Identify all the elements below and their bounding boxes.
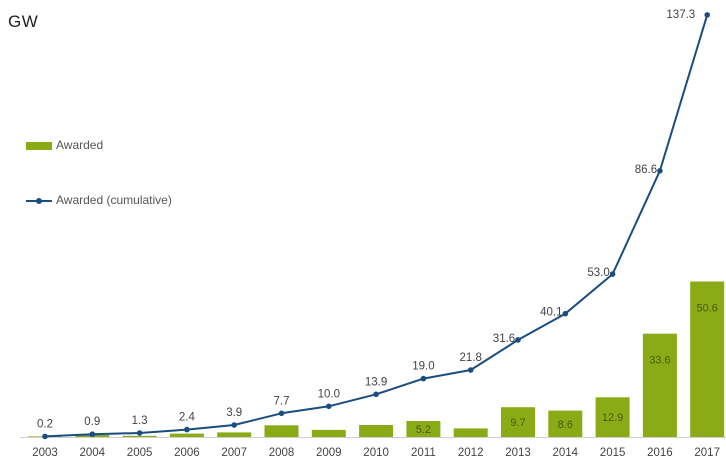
- line-point-2017: [704, 12, 710, 18]
- x-tick-label-2009: 2009: [316, 447, 342, 459]
- line-series-cumulative: [42, 12, 710, 440]
- legend-line-swatch-icon: [26, 197, 52, 205]
- bar-label-2014: 8.6: [558, 419, 573, 431]
- line-labels: 0.2 0.9 1.3 2.4 3.9 7.7 10.0 13.9 19.0 21.8 31.6 40…: [37, 9, 695, 430]
- x-axis-tick-labels: 2003 2004 2005 2006 2007 2008 2009 2010 2011 2012…: [32, 447, 720, 459]
- x-tick-label-2011: 2011: [411, 447, 436, 459]
- line-label-2004: 0.9: [84, 416, 100, 428]
- bar-2011: [406, 421, 441, 437]
- legend-item-cumulative: Awarded (cumulative): [26, 193, 172, 207]
- line-label-2012: 21.8: [460, 352, 482, 364]
- x-tick-label-2012: 2012: [458, 447, 484, 459]
- line-label-2006: 2.4: [179, 412, 196, 424]
- bar-label-2015: 12.9: [602, 412, 623, 424]
- bar-label-2013: 9.7: [510, 417, 525, 429]
- x-tick-label-2008: 2008: [269, 447, 295, 459]
- line-label-2017: 137.3: [666, 9, 695, 21]
- line-label-2016: 86.6: [635, 164, 657, 176]
- x-tick-label-2003: 2003: [32, 447, 58, 459]
- line-point-2006: [184, 426, 190, 433]
- bar-2007: [217, 432, 252, 437]
- legend-label-awarded: Awarded: [56, 138, 104, 152]
- bar-2009: [311, 429, 346, 437]
- line-point-2013: [515, 337, 521, 343]
- legend-label-cumulative: Awarded (cumulative): [56, 193, 172, 207]
- line-point-2004: [89, 431, 96, 438]
- bar-2005: [122, 435, 157, 437]
- line-label-2015: 53.0: [587, 267, 609, 279]
- line-label-2014: 40.1: [540, 307, 562, 319]
- line-label-2003: 0.2: [37, 418, 53, 430]
- bar-2017: [690, 281, 725, 437]
- x-tick-label-2004: 2004: [80, 447, 106, 459]
- bar-label-2011: 5.2: [416, 424, 431, 436]
- line-label-2005: 1.3: [132, 415, 148, 427]
- legend-item-awarded: Awarded: [26, 138, 103, 152]
- bar-2006: [169, 433, 204, 437]
- line-point-2003: [42, 433, 48, 440]
- bar-2010: [359, 425, 394, 437]
- x-tick-label-2016: 2016: [647, 447, 673, 459]
- line-point-2012: [467, 367, 474, 373]
- cumulative-line: [44, 14, 709, 438]
- line-point-2008: [278, 410, 285, 417]
- line-point-2014: [562, 310, 569, 317]
- line-label-2009: 10.0: [318, 388, 340, 400]
- line-point-2009: [326, 403, 332, 410]
- line-point-2005: [136, 430, 143, 436]
- x-tick-label-2010: 2010: [363, 447, 389, 459]
- bar-2013: [501, 407, 535, 437]
- x-tick-label-2006: 2006: [174, 447, 200, 459]
- line-label-2011: 19.0: [412, 361, 434, 373]
- bar-labels: 5.2 9.7 8.6 12.9 33.6 50.6: [416, 303, 718, 437]
- x-tick-label-2015: 2015: [600, 447, 626, 459]
- bar-2014: [548, 410, 583, 437]
- line-label-2013: 31.6: [493, 333, 515, 345]
- line-point-2015: [609, 271, 616, 277]
- bar-2008: [264, 425, 299, 437]
- line-point-2016: [657, 168, 663, 174]
- x-tick-label-2007: 2007: [221, 447, 247, 459]
- bar-label-2017: 50.6: [696, 303, 717, 315]
- x-tick-label-2017: 2017: [694, 447, 720, 459]
- line-point-2007: [231, 422, 237, 428]
- line-label-2010: 13.9: [365, 376, 387, 388]
- unit-label: GW: [8, 12, 39, 31]
- x-tick-label-2014: 2014: [553, 447, 579, 459]
- legend-bar-swatch-icon: [26, 141, 52, 150]
- x-tick-label-2005: 2005: [127, 447, 153, 459]
- line-label-2008: 7.7: [274, 395, 290, 407]
- x-tick-label-2013: 2013: [505, 447, 531, 459]
- bar-2015: [595, 397, 630, 437]
- line-point-2010: [373, 391, 379, 398]
- bar-label-2016: 33.6: [649, 355, 670, 367]
- line-point-2011: [420, 375, 427, 382]
- bar-2016: [642, 333, 677, 437]
- bar-2012: [453, 428, 488, 437]
- bar-series-awarded: [28, 281, 725, 437]
- line-label-2007: 3.9: [226, 407, 242, 419]
